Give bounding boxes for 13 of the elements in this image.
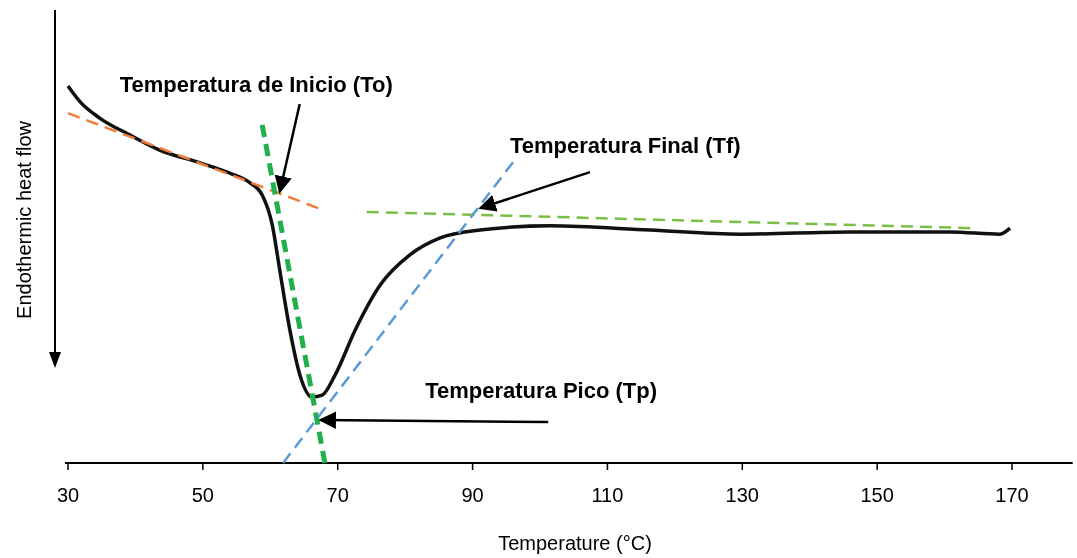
- x-tick-label: 50: [191, 484, 214, 506]
- annotation: Temperatura de Inicio (To): [119, 71, 393, 97]
- x-tick-label: 170: [995, 484, 1029, 506]
- y-axis-title: Endothermic heat flow: [13, 120, 35, 319]
- x-tick-label: 110: [591, 484, 624, 506]
- x-tick-label: 70: [326, 484, 349, 506]
- x-tick-label: 150: [860, 484, 894, 506]
- x-tick-label: 130: [725, 484, 759, 506]
- annotation: Temperatura Pico (Tp): [425, 378, 658, 404]
- annotation: Temperatura Final (Tf): [510, 133, 741, 159]
- x-axis-title: Temperature (°C): [498, 532, 652, 554]
- x-tick-label: 90: [461, 484, 484, 506]
- x-tick-label: 30: [56, 484, 80, 506]
